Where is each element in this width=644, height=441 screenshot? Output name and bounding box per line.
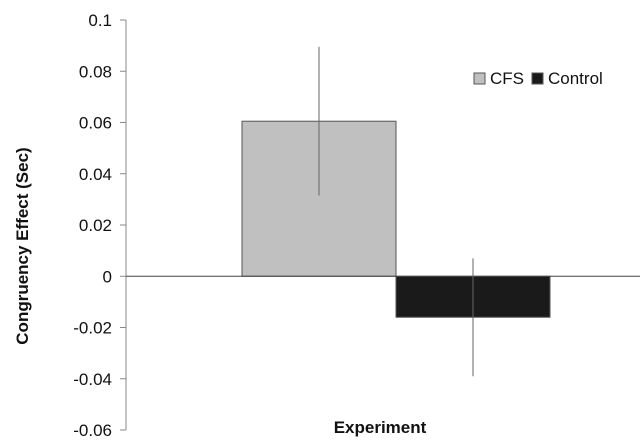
y-tick-label: -0.04 (73, 370, 112, 389)
legend-swatch-cfs (473, 72, 486, 85)
x-axis-title: Experiment (334, 418, 427, 437)
legend-label-cfs: CFS (490, 69, 524, 88)
plot-area: 0.1 0.08 0.06 0.04 0.02 0 -0.02 -0.04 -0.06 (73, 11, 640, 440)
y-tick-label: 0.08 (79, 62, 112, 81)
legend-label-control: Control (548, 69, 603, 88)
y-tick-label: 0 (103, 267, 112, 286)
y-tick-label: -0.06 (73, 421, 112, 440)
y-tick-label: 0.06 (79, 114, 112, 133)
legend: CFS Control (473, 69, 603, 88)
legend-swatch-control (531, 72, 544, 85)
y-tick-label: 0.02 (79, 216, 112, 235)
y-tick-label: -0.02 (73, 319, 112, 338)
y-axis-title-group: Congruency Effect (Sec) (13, 147, 32, 344)
y-tick-label: 0.04 (79, 165, 112, 184)
y-tick-label: 0.1 (88, 11, 112, 30)
y-axis-title: Congruency Effect (Sec) (13, 147, 32, 344)
